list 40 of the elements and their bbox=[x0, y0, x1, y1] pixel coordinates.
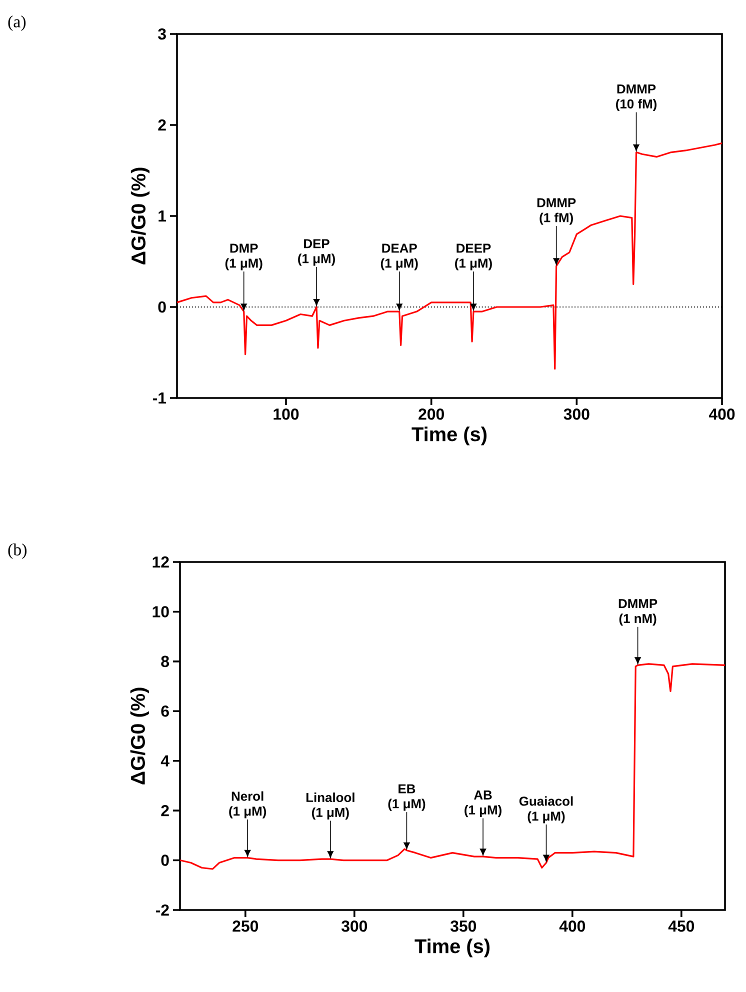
annotation: DMP (1 μM) bbox=[225, 244, 262, 270]
x-tick-label: 350 bbox=[450, 920, 476, 932]
x-tick-label: 300 bbox=[341, 920, 368, 932]
text: (a) bbox=[8, 16, 26, 31]
annotation: Linalool (1 μM) bbox=[306, 792, 354, 820]
annotation: DMMP (1 nM) bbox=[618, 599, 658, 626]
y-tick-label: 4 bbox=[160, 755, 170, 766]
y-tick-label: 2 bbox=[161, 805, 169, 816]
y-tick-label: 6 bbox=[161, 706, 169, 717]
annotation: Guaiacol (1 μM) bbox=[519, 796, 573, 824]
x-axis-title: Time (s) bbox=[412, 426, 487, 446]
y-axis-title: ΔG/G0 (%) bbox=[130, 168, 150, 264]
annotation: Nerol (1 μM) bbox=[229, 791, 266, 818]
y-tick-label: 2 bbox=[158, 119, 166, 131]
y-tick-label: 3 bbox=[158, 28, 166, 40]
y-tick-label: 10 bbox=[152, 606, 169, 618]
text: (b) bbox=[8, 544, 27, 559]
annotation: DEAP (1 μM) bbox=[380, 244, 418, 270]
x-tick-label: 400 bbox=[708, 408, 735, 420]
x-tick-label: 200 bbox=[418, 408, 444, 420]
annotation: DEEP (1 μM) bbox=[455, 244, 492, 270]
annotation: DMMP (1 fM) bbox=[537, 198, 576, 225]
x-tick-label: 400 bbox=[559, 920, 586, 932]
x-tick-label: 250 bbox=[232, 920, 258, 932]
y-tick-label: 1 bbox=[158, 210, 166, 222]
y-tick-label: 8 bbox=[161, 656, 170, 668]
y-tick-label: -2 bbox=[156, 904, 169, 916]
y-tick-label: -1 bbox=[152, 392, 166, 404]
annotation: EB (1 μM) bbox=[388, 784, 426, 811]
annotation: DMMP (10 fM) bbox=[616, 84, 656, 112]
x-tick-label: 300 bbox=[564, 408, 590, 420]
annotation: AB (1 μM) bbox=[464, 790, 502, 818]
y-tick-label: 0 bbox=[158, 301, 166, 313]
y-axis-title: ΔG/G0 (%) bbox=[130, 688, 149, 784]
annotation: DEP (1 μM) bbox=[298, 239, 335, 266]
y-tick-label: 0 bbox=[161, 854, 169, 866]
x-axis-title: Time (s) bbox=[414, 938, 490, 958]
y-tick-label: 12 bbox=[152, 556, 169, 568]
x-tick-label: 100 bbox=[274, 408, 299, 420]
x-tick-label: 450 bbox=[668, 920, 694, 932]
